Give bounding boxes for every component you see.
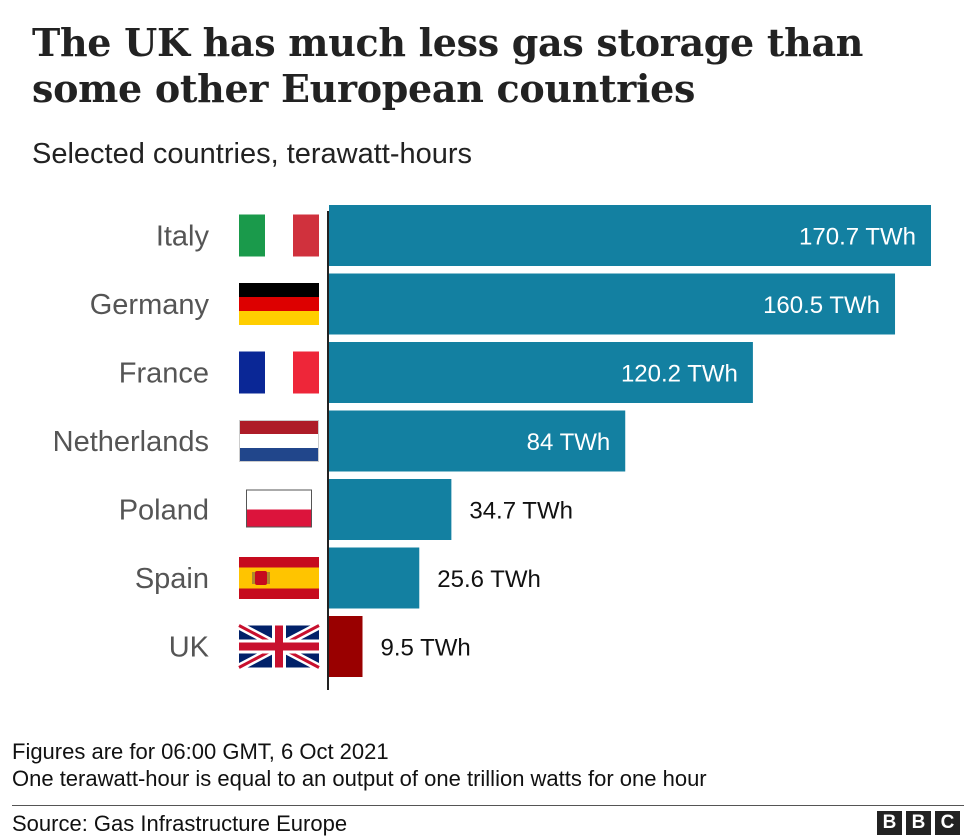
footer-divider: [12, 805, 964, 806]
netherlands-flag-icon: [239, 420, 319, 462]
bbc-logo-letter: B: [906, 811, 931, 835]
category-label: UK: [169, 632, 210, 664]
germany-flag-icon: [239, 283, 319, 325]
bar: [329, 479, 452, 540]
poland-flag-icon: [246, 489, 312, 528]
bar: [329, 273, 896, 335]
value-label: 9.5 TWh: [381, 635, 471, 662]
bar: [329, 342, 753, 403]
value-label: 34.7 TWh: [469, 498, 573, 525]
footnote-time: Figures are for 06:00 GMT, 6 Oct 2021: [12, 739, 389, 764]
value-label: 25.6 TWh: [437, 566, 541, 593]
value-label: 120.2 TWh: [621, 361, 738, 388]
footnote-definition: One terawatt-hour is equal to an output …: [12, 766, 707, 791]
bbc-logo-letter: B: [877, 811, 902, 835]
bbc-logo-letter: C: [935, 811, 960, 835]
footnotes: Figures are for 06:00 GMT, 6 Oct 2021 On…: [12, 738, 707, 792]
bar: [329, 205, 931, 266]
france-flag-icon: [239, 351, 319, 394]
bar-chart: Italy 170.7 TWh Germany 160.5 TWh France 120.…: [53, 205, 931, 690]
chart-subtitle: Selected countries, terawatt-hours: [32, 138, 473, 170]
bar: [329, 547, 420, 609]
category-label: Netherlands: [53, 426, 209, 458]
category-label: Spain: [135, 563, 209, 595]
bbc-logo: B B C: [877, 811, 960, 835]
bar: [329, 616, 363, 677]
category-label: Italy: [156, 221, 210, 253]
category-label: Poland: [119, 495, 209, 527]
value-label: 170.7 TWh: [799, 224, 916, 251]
source-text: Source: Gas Infrastructure Europe: [12, 811, 348, 836]
value-label: 84 TWh: [527, 429, 611, 456]
bar: [329, 410, 626, 472]
category-label: France: [119, 358, 209, 390]
chart-title: The UK has much less gas storage than so…: [32, 20, 864, 111]
category-label: Germany: [90, 289, 210, 321]
uk-flag-icon: [237, 621, 321, 672]
spain-flag-icon: [239, 557, 319, 599]
italy-flag-icon: [239, 214, 319, 257]
value-label: 160.5 TWh: [763, 292, 880, 319]
